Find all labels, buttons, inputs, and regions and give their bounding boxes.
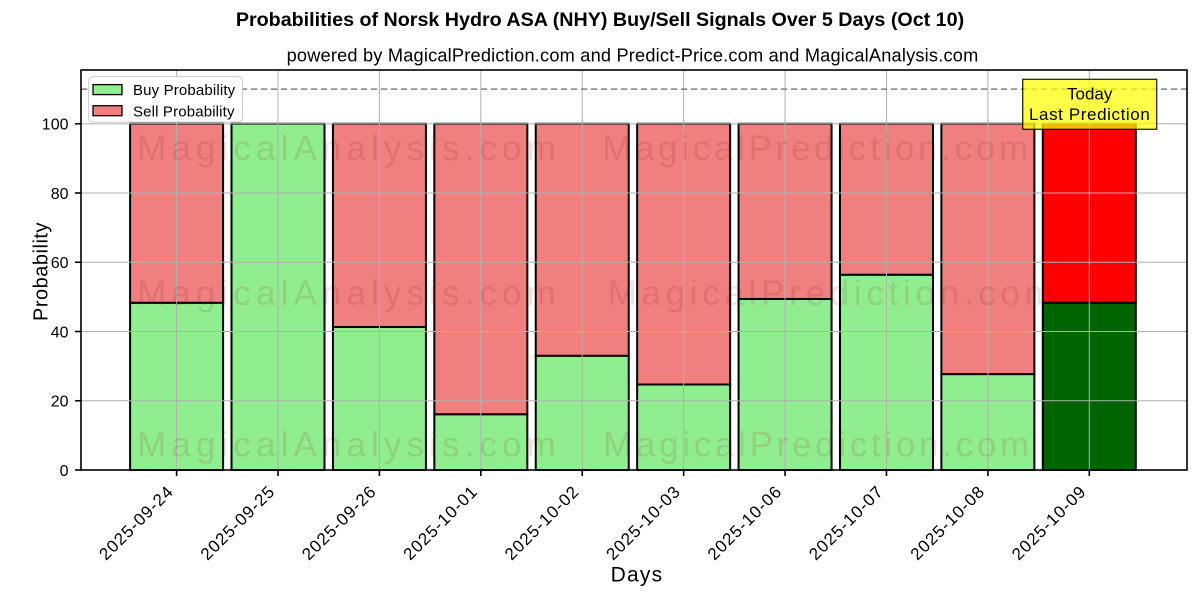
svg-text:80: 80 (51, 186, 69, 203)
svg-text:60: 60 (51, 255, 69, 272)
svg-text:Probabilities of Norsk Hydro A: Probabilities of Norsk Hydro ASA (NHY) B… (236, 9, 964, 31)
svg-text:Sell Probability: Sell Probability (133, 103, 235, 120)
svg-text:MagicalPrediction.com: MagicalPrediction.com (608, 274, 1059, 313)
svg-text:0: 0 (60, 463, 69, 480)
svg-text:Days: Days (611, 563, 664, 586)
svg-text:Probability: Probability (31, 222, 53, 321)
svg-text:MagicalAnalysis.com: MagicalAnalysis.com (137, 274, 561, 313)
svg-text:MagicalAnalysis.com: MagicalAnalysis.com (137, 426, 561, 465)
svg-text:20: 20 (51, 394, 69, 411)
svg-text:40: 40 (51, 324, 69, 341)
svg-text:Last Prediction: Last Prediction (1029, 105, 1150, 124)
svg-text:MagicalPrediction.com: MagicalPrediction.com (603, 426, 1033, 465)
svg-text:MagicalPrediction.com: MagicalPrediction.com (602, 129, 1032, 168)
svg-text:powered by MagicalPrediction.c: powered by MagicalPrediction.com and Pre… (287, 46, 979, 66)
svg-text:Buy Probability: Buy Probability (133, 82, 236, 99)
svg-text:100: 100 (42, 117, 69, 134)
svg-text:Today: Today (1067, 84, 1113, 103)
svg-text:MagicalAnalysis.com: MagicalAnalysis.com (137, 129, 561, 168)
